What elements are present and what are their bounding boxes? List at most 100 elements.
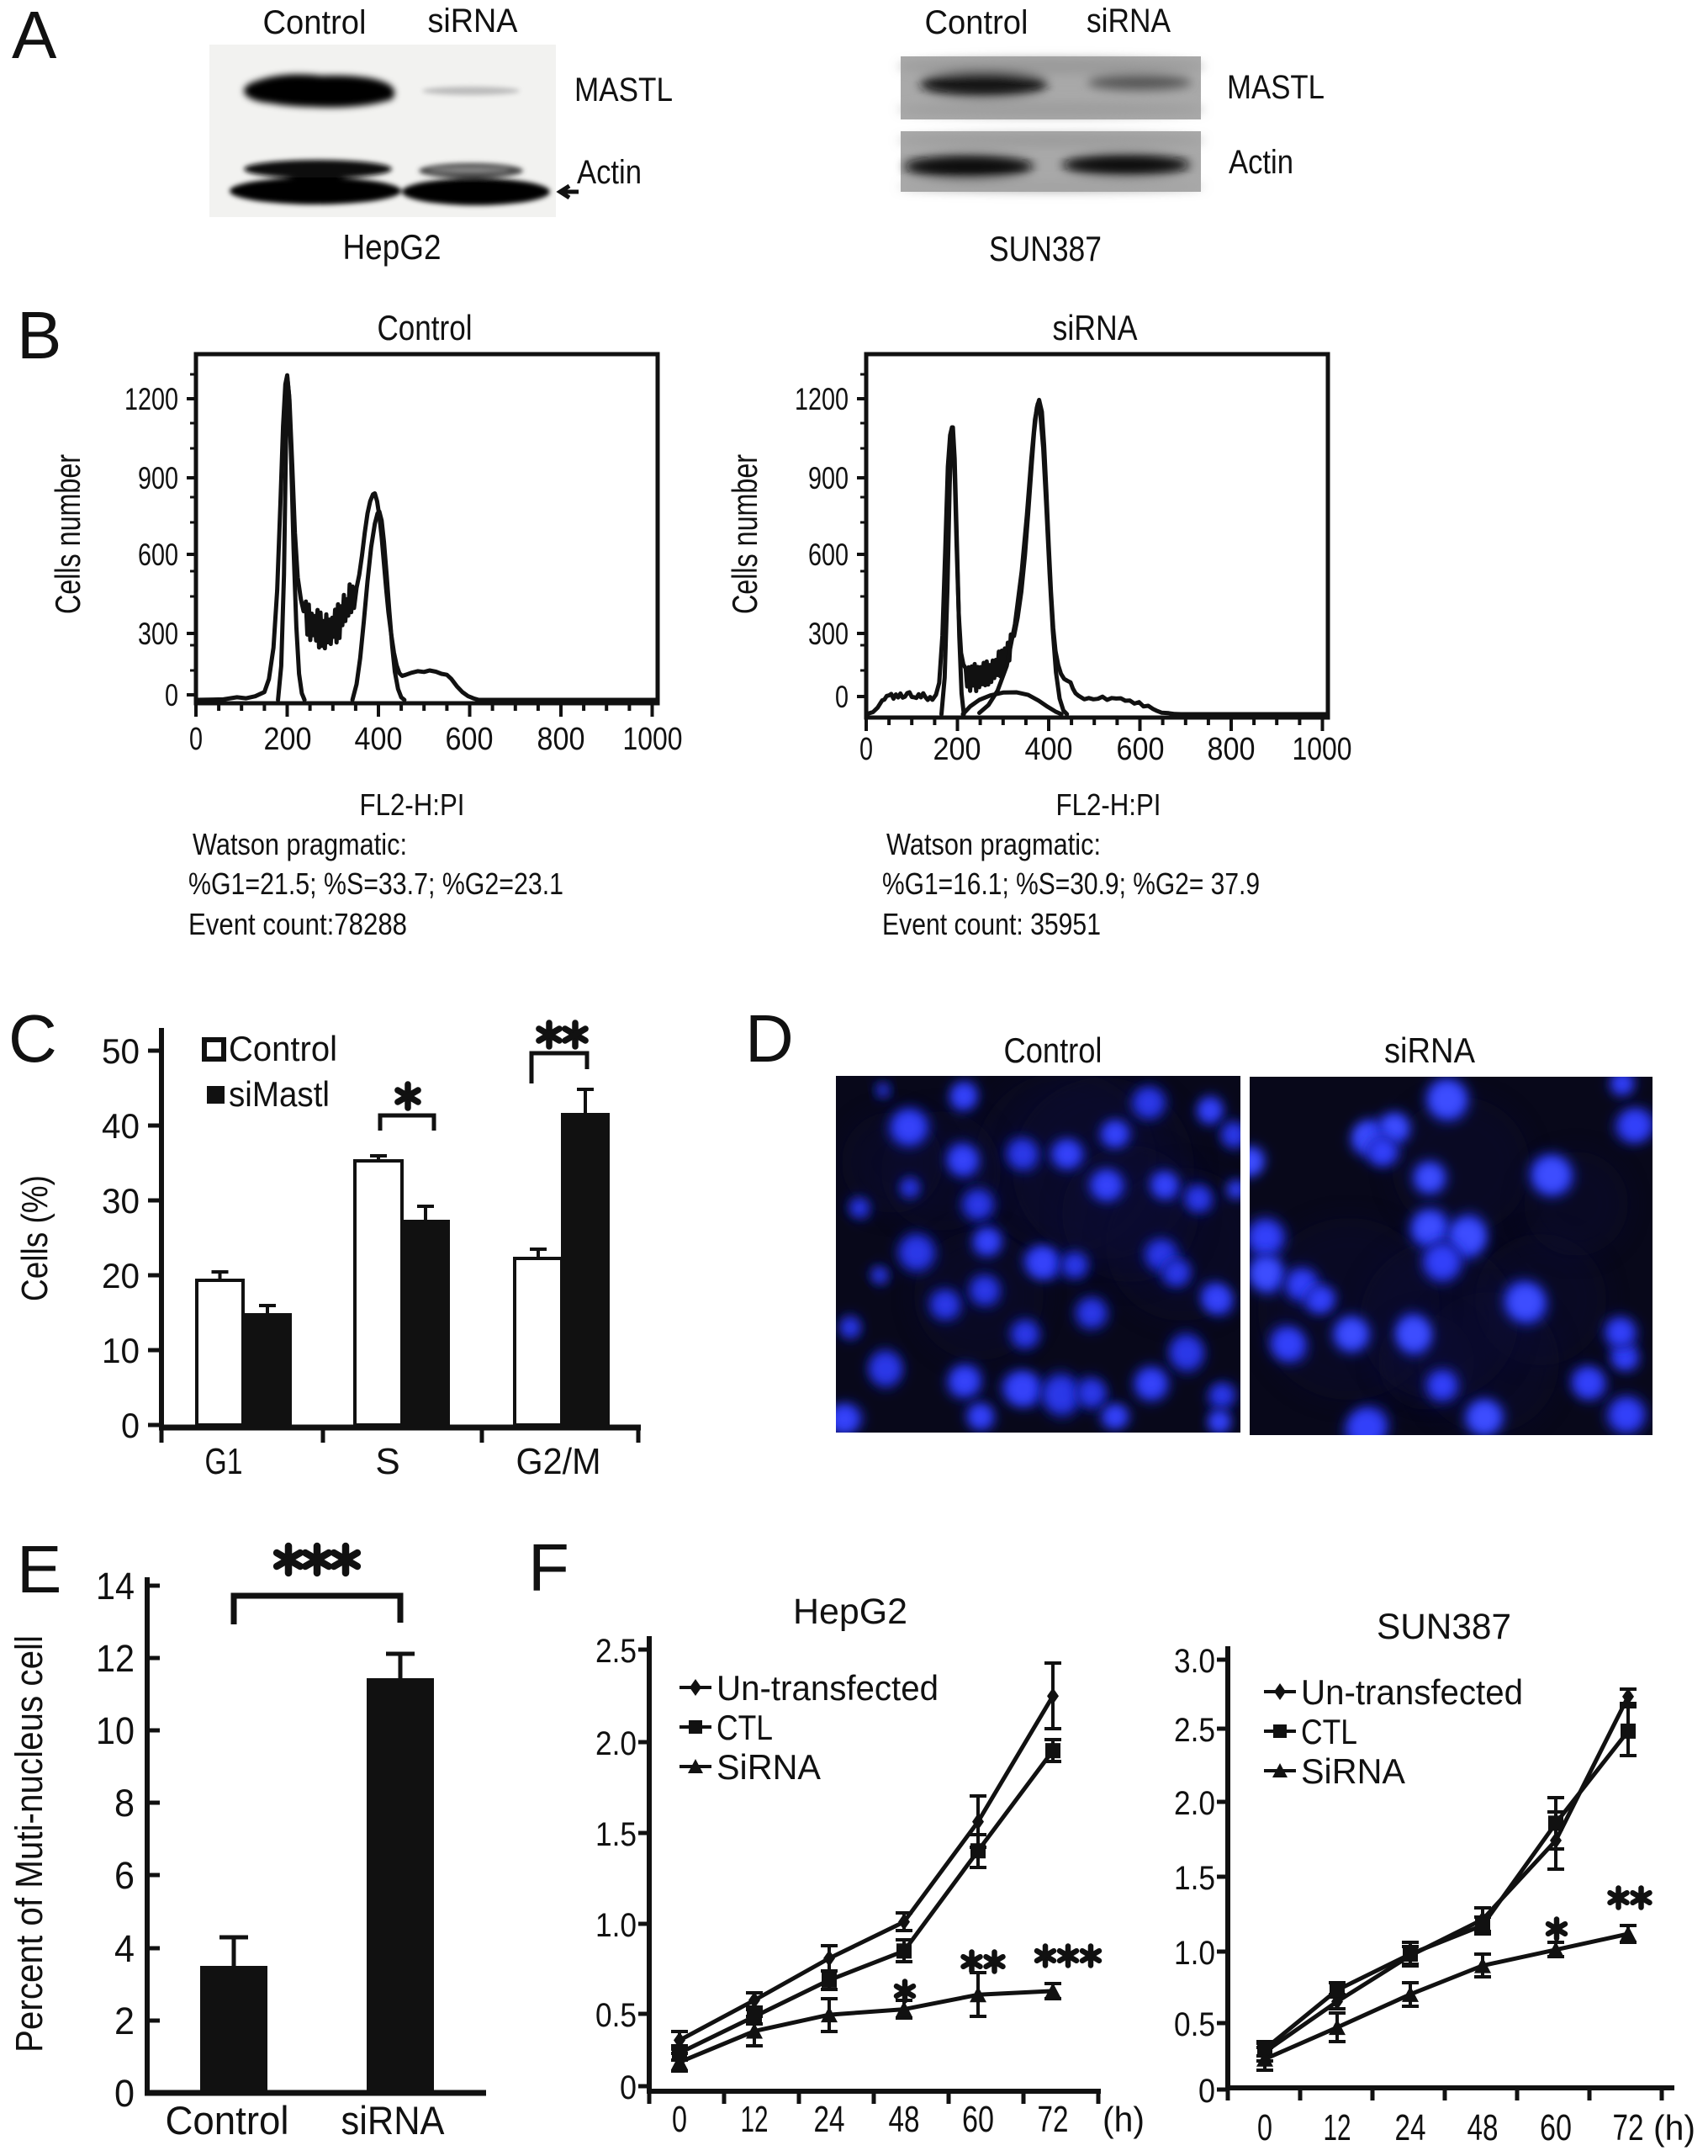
svg-text:SUN387: SUN387 — [1377, 1607, 1511, 1647]
svg-text:6: 6 — [114, 1854, 135, 1897]
svg-text:Cells (%): Cells (%) — [14, 1175, 56, 1301]
svg-text:600: 600 — [138, 538, 178, 572]
svg-text:12: 12 — [96, 1637, 135, 1680]
svg-text:72: 72 — [1613, 2107, 1644, 2148]
svg-text:2.0: 2.0 — [595, 1725, 637, 1762]
svg-text:Control: Control — [1004, 1030, 1103, 1070]
svg-text:F: F — [528, 1530, 569, 1605]
svg-text:SiRNA: SiRNA — [1301, 1751, 1405, 1791]
svg-text:2.0: 2.0 — [1174, 1785, 1215, 1822]
svg-text:14: 14 — [96, 1565, 135, 1608]
svg-text:Un-transfected: Un-transfected — [1301, 1672, 1523, 1712]
svg-text:C: C — [8, 1001, 57, 1076]
svg-text:400: 400 — [1025, 732, 1073, 767]
svg-text:1.5: 1.5 — [1174, 1860, 1215, 1897]
svg-text:MASTL: MASTL — [1227, 69, 1325, 106]
svg-text:60: 60 — [962, 2099, 994, 2140]
svg-text:900: 900 — [138, 461, 178, 495]
svg-text:CTL: CTL — [1301, 1712, 1357, 1751]
svg-text:0: 0 — [672, 2099, 687, 2140]
svg-text:1200: 1200 — [795, 382, 849, 416]
svg-text:900: 900 — [808, 461, 849, 495]
svg-text:2.5: 2.5 — [1174, 1712, 1215, 1749]
svg-text:%G1=21.5; %S=33.7; %G2=23.1: %G1=21.5; %S=33.7; %G2=23.1 — [188, 866, 563, 901]
svg-text:600: 600 — [808, 538, 849, 572]
svg-text:siRNA: siRNA — [1384, 1030, 1475, 1070]
svg-text:50: 50 — [102, 1031, 140, 1071]
svg-text:Control: Control — [378, 308, 473, 347]
svg-text:CTL: CTL — [717, 1708, 773, 1747]
svg-text:G1: G1 — [205, 1441, 243, 1482]
svg-text:600: 600 — [1117, 732, 1165, 767]
svg-text:S: S — [375, 1441, 399, 1482]
svg-text:0: 0 — [165, 678, 178, 712]
svg-text:200: 200 — [933, 732, 981, 767]
svg-text:400: 400 — [355, 722, 403, 757]
svg-text:12: 12 — [741, 2099, 769, 2140]
svg-text:30: 30 — [102, 1181, 140, 1221]
svg-text:FL2-H:PI: FL2-H:PI — [1056, 787, 1161, 822]
svg-text:60: 60 — [1540, 2107, 1572, 2148]
svg-text:1000: 1000 — [1293, 732, 1352, 767]
svg-text:48: 48 — [1467, 2107, 1499, 2148]
svg-text:72: 72 — [1038, 2099, 1069, 2140]
svg-text:0: 0 — [1198, 2073, 1215, 2110]
svg-text:%G1=16.1; %S=30.9; %G2= 37.9: %G1=16.1; %S=30.9; %G2= 37.9 — [882, 866, 1260, 901]
svg-text:4: 4 — [114, 1927, 135, 1970]
svg-text:1200: 1200 — [124, 382, 178, 416]
svg-text:Control: Control — [166, 2098, 289, 2143]
svg-text:Watson pragmatic:: Watson pragmatic: — [886, 827, 1101, 861]
svg-text:Event count: 35951: Event count: 35951 — [882, 907, 1101, 941]
svg-text:Actin: Actin — [577, 154, 642, 191]
svg-text:0: 0 — [835, 680, 849, 714]
svg-text:300: 300 — [138, 617, 178, 651]
svg-text:Control: Control — [925, 4, 1029, 41]
svg-text:MASTL: MASTL — [574, 72, 673, 109]
svg-text:0: 0 — [114, 2072, 135, 2115]
svg-text:(h): (h) — [1653, 2108, 1695, 2148]
svg-text:40: 40 — [102, 1106, 140, 1146]
svg-text:300: 300 — [808, 617, 849, 651]
svg-text:siRNA: siRNA — [1087, 3, 1171, 40]
svg-text:3.0: 3.0 — [1174, 1643, 1215, 1680]
svg-text:A: A — [12, 0, 57, 72]
svg-text:2.5: 2.5 — [595, 1633, 637, 1670]
svg-text:siMastl: siMastl — [229, 1074, 330, 1114]
svg-text:HepG2: HepG2 — [343, 227, 442, 267]
svg-text:0: 0 — [1257, 2107, 1272, 2148]
svg-text:Actin: Actin — [1229, 144, 1293, 181]
svg-text:0: 0 — [121, 1406, 140, 1445]
svg-text:48: 48 — [889, 2099, 920, 2140]
svg-text:HepG2: HepG2 — [793, 1592, 907, 1632]
svg-text:0: 0 — [620, 2069, 637, 2106]
svg-text:SiRNA: SiRNA — [717, 1747, 821, 1787]
svg-text:Cells number: Cells number — [48, 454, 87, 614]
svg-text:24: 24 — [1395, 2107, 1426, 2148]
svg-text:0.5: 0.5 — [1174, 2006, 1215, 2043]
svg-text:800: 800 — [537, 722, 585, 757]
svg-text:10: 10 — [96, 1709, 135, 1752]
svg-text:1000: 1000 — [623, 722, 683, 757]
svg-text:0: 0 — [189, 722, 203, 757]
svg-text:Event count:78288: Event count:78288 — [188, 907, 407, 941]
svg-text:B: B — [17, 298, 61, 373]
svg-text:2: 2 — [114, 2000, 135, 2042]
svg-text:SUN387: SUN387 — [989, 229, 1102, 268]
svg-text:D: D — [745, 1001, 794, 1076]
svg-text:siRNA: siRNA — [428, 3, 518, 40]
svg-text:E: E — [17, 1532, 61, 1607]
svg-text:12: 12 — [1324, 2107, 1351, 2148]
svg-text:(h): (h) — [1103, 2100, 1145, 2139]
svg-text:siRNA: siRNA — [1053, 308, 1138, 347]
svg-text:0.5: 0.5 — [595, 1997, 637, 2034]
svg-text:Control: Control — [229, 1029, 337, 1068]
svg-text:800: 800 — [1208, 732, 1256, 767]
svg-text:20: 20 — [102, 1256, 140, 1295]
svg-text:8: 8 — [114, 1782, 135, 1825]
svg-text:1.0: 1.0 — [1174, 1935, 1215, 1972]
svg-text:0: 0 — [859, 732, 873, 767]
svg-text:Control: Control — [263, 4, 367, 41]
svg-text:Cells number: Cells number — [725, 454, 764, 614]
svg-text:FL2-H:PI: FL2-H:PI — [360, 787, 465, 822]
svg-text:24: 24 — [814, 2099, 845, 2140]
